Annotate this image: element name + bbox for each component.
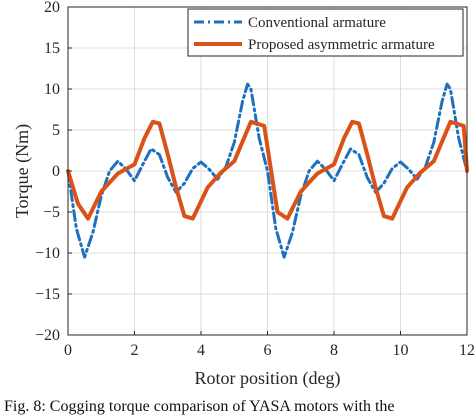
y-tick-label: 5 — [52, 122, 60, 139]
x-tick-label: 4 — [197, 342, 205, 359]
y-tick-label: 20 — [44, 0, 60, 16]
series-lines — [66, 82, 469, 259]
x-tick-label: 0 — [64, 342, 72, 359]
figure-caption: Fig. 8: Cogging torque comparison of YAS… — [4, 398, 395, 415]
axis-ticks: 0 2 4 6 8 10 12 −20 −15 −10 −5 0 5 10 15 20 — [35, 0, 474, 359]
y-tick-label: 0 — [52, 163, 60, 180]
y-axis-label: Torque (Nm) — [12, 124, 33, 218]
series-line-conventional — [66, 82, 469, 259]
y-tick-label: −10 — [35, 245, 60, 262]
x-tick-label: 8 — [330, 342, 338, 359]
grid-lines — [67, 6, 468, 336]
y-tick-label: −5 — [43, 204, 60, 221]
x-tick-label: 6 — [264, 342, 272, 359]
legend-box — [187, 8, 464, 57]
y-tick-label: −15 — [35, 286, 60, 303]
series-line-proposed — [66, 119, 469, 221]
y-tick-label: −20 — [35, 327, 60, 344]
x-tick-label: 10 — [393, 342, 409, 359]
legend-entry-label: Conventional armature — [248, 15, 386, 31]
y-tick-label: 10 — [44, 81, 60, 98]
x-tick-label: 12 — [459, 342, 474, 359]
x-axis-label: Rotor position (deg) — [195, 368, 341, 389]
legend-entry-label: Proposed asymmetric armature — [248, 37, 435, 53]
y-tick-label: 15 — [44, 40, 60, 57]
x-tick-label: 2 — [131, 342, 139, 359]
legend: Conventional armature Proposed asymmetric… — [187, 8, 464, 57]
